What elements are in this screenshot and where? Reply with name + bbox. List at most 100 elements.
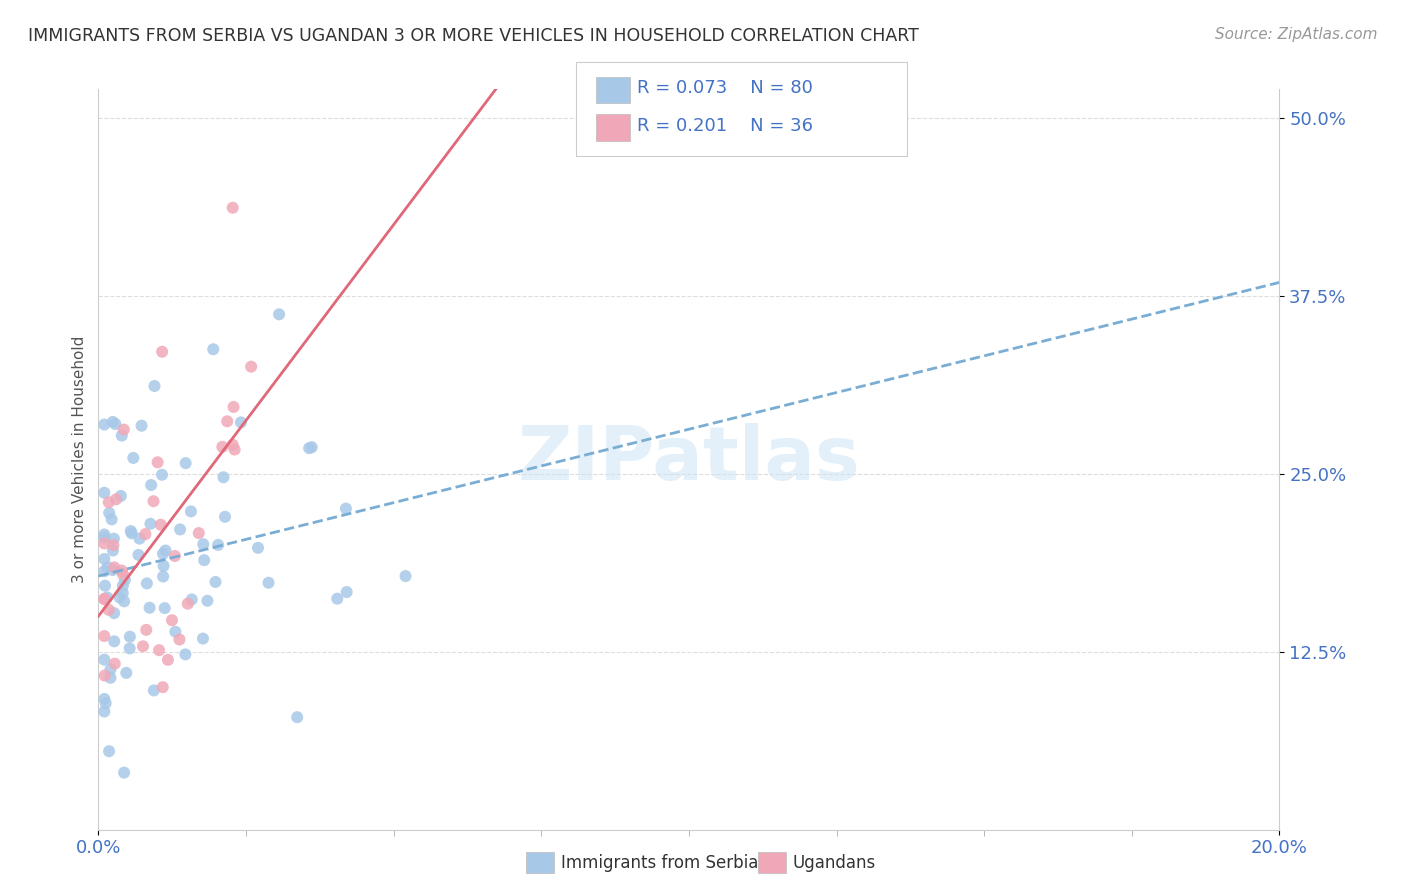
Point: [212, 470, 235, 484]
Point: [335, 501, 357, 516]
Point: [93, 591, 115, 606]
Point: [394, 569, 416, 583]
Point: [267, 307, 290, 321]
Point: [139, 516, 162, 531]
Point: [229, 416, 252, 430]
Point: [105, 492, 128, 507]
Point: [131, 418, 153, 433]
Point: [224, 442, 246, 457]
Point: [112, 423, 135, 437]
Point: [149, 517, 172, 532]
Point: [97, 603, 120, 617]
Point: [285, 710, 308, 724]
Point: [121, 526, 143, 541]
Point: [104, 657, 127, 671]
Point: [214, 509, 236, 524]
Point: [118, 630, 141, 644]
Point: [93, 531, 115, 545]
Point: [94, 579, 117, 593]
Point: [115, 665, 138, 680]
Point: [118, 641, 141, 656]
Point: [211, 440, 233, 454]
Point: [111, 578, 134, 592]
Text: Immigrants from Serbia: Immigrants from Serbia: [561, 854, 758, 871]
Point: [142, 683, 165, 698]
Point: [180, 592, 202, 607]
Point: [93, 653, 115, 667]
Point: [97, 560, 120, 574]
Point: [138, 600, 160, 615]
Point: [180, 504, 202, 518]
Point: [222, 400, 245, 414]
Point: [152, 680, 174, 694]
Point: [153, 601, 176, 615]
Point: [111, 566, 134, 581]
Point: [193, 553, 215, 567]
Point: [134, 527, 156, 541]
Point: [112, 594, 135, 608]
Point: [93, 552, 115, 566]
Point: [112, 765, 135, 780]
Point: [93, 536, 115, 550]
Text: ZIPatlas: ZIPatlas: [517, 423, 860, 496]
Point: [93, 485, 115, 500]
Point: [135, 576, 157, 591]
Point: [100, 663, 122, 677]
Point: [132, 640, 155, 654]
Point: [150, 344, 173, 359]
Point: [93, 527, 115, 541]
Point: [222, 438, 245, 452]
Point: [111, 586, 134, 600]
Point: [187, 526, 209, 541]
Point: [93, 668, 115, 682]
Point: [202, 343, 225, 357]
Point: [163, 549, 186, 563]
Point: [152, 547, 174, 561]
Point: [101, 563, 124, 577]
Point: [110, 489, 132, 503]
Point: [103, 634, 125, 648]
Text: IMMIGRANTS FROM SERBIA VS UGANDAN 3 OR MORE VEHICLES IN HOUSEHOLD CORRELATION CH: IMMIGRANTS FROM SERBIA VS UGANDAN 3 OR M…: [28, 27, 920, 45]
Point: [298, 441, 321, 455]
Point: [120, 524, 142, 538]
Point: [128, 548, 150, 562]
Point: [98, 744, 121, 758]
Point: [111, 564, 134, 578]
Point: [93, 705, 115, 719]
Point: [114, 573, 136, 587]
Point: [142, 494, 165, 508]
Point: [148, 643, 170, 657]
Point: [169, 523, 191, 537]
Point: [97, 495, 120, 509]
Point: [152, 569, 174, 583]
Text: Ugandans: Ugandans: [793, 854, 876, 871]
Point: [111, 428, 134, 442]
Point: [155, 543, 177, 558]
Point: [156, 653, 179, 667]
Point: [160, 613, 183, 627]
Point: [143, 379, 166, 393]
Point: [257, 575, 280, 590]
Point: [247, 541, 270, 555]
Point: [103, 538, 125, 552]
Text: R = 0.201    N = 36: R = 0.201 N = 36: [637, 117, 813, 135]
Point: [103, 532, 125, 546]
Point: [150, 467, 173, 482]
Point: [122, 450, 145, 465]
Text: R = 0.073    N = 80: R = 0.073 N = 80: [637, 79, 813, 97]
Point: [240, 359, 263, 374]
Point: [94, 696, 117, 710]
Point: [135, 623, 157, 637]
Point: [222, 201, 245, 215]
Point: [177, 597, 200, 611]
Point: [169, 632, 191, 647]
Point: [193, 537, 215, 551]
Point: [93, 592, 115, 607]
Point: [100, 671, 122, 685]
Point: [104, 417, 127, 431]
Point: [217, 414, 239, 428]
Point: [93, 692, 115, 706]
Point: [128, 532, 150, 546]
Point: [174, 648, 197, 662]
Point: [93, 564, 115, 578]
